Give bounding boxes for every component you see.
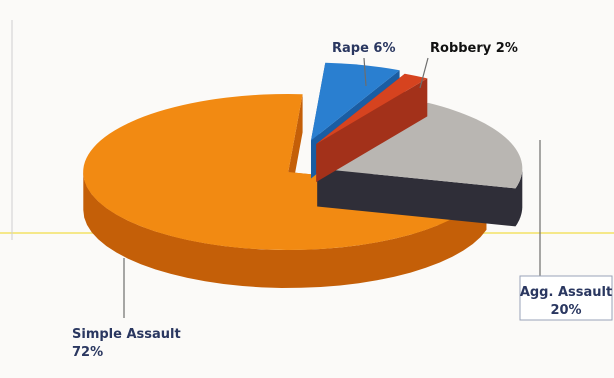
slice-top-agg-assault [317,102,523,189]
data-label-simple-assault-line1: Simple Assault [72,327,181,342]
leader-line-rape [363,57,367,87]
leader-line-robbery [419,57,429,89]
slice-wall-robbery [316,78,428,182]
slice-robbery [316,73,428,182]
data-label-simple-assault-line2: 72% [72,345,103,360]
slice-side-agg-assault [515,168,523,227]
slices-layer [83,62,523,288]
data-label-robbery: Robbery 2% [430,41,518,56]
leaders-layer [123,57,541,318]
slice-top-robbery [316,73,428,144]
data-label-rape: Rape 6% [332,41,396,56]
slice-top-rape [311,62,400,141]
slice-wall-agg-assault [317,168,516,227]
label-box-agg-assault [519,275,613,321]
slice-side-simple-assault [83,172,487,288]
labels-layer: Rape 6% Robbery 2% Agg. Assault 20% Simple A… [72,41,613,360]
data-label-agg-assault-line2: 20% [550,303,581,318]
data-label-agg-assault-line1: Agg. Assault [520,285,612,300]
